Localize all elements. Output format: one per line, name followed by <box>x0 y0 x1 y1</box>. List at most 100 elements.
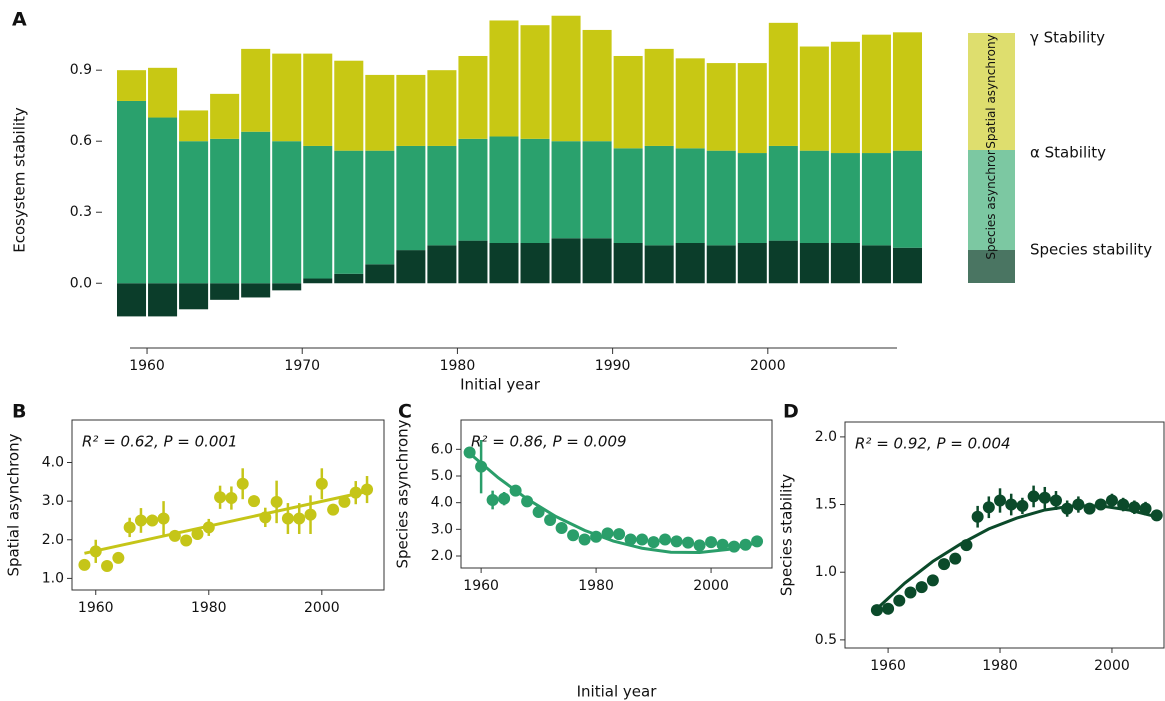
point <box>1061 502 1074 515</box>
point <box>893 594 906 607</box>
point <box>1027 490 1040 503</box>
bar-segment <box>520 138 550 244</box>
bar-segment <box>458 240 488 284</box>
y-axis-title: Species stability <box>778 474 796 596</box>
point <box>78 558 91 571</box>
bar-segment <box>396 145 426 251</box>
point <box>327 503 340 516</box>
point <box>498 492 511 505</box>
point <box>751 535 764 548</box>
point <box>486 494 499 506</box>
bar-segment <box>737 243 767 284</box>
plot-frame <box>460 419 773 569</box>
point <box>971 510 984 523</box>
y-tick-label: 0.5 <box>815 632 837 648</box>
point <box>670 535 683 548</box>
point <box>1049 494 1062 507</box>
bar-segment <box>799 46 829 151</box>
point <box>1139 502 1152 515</box>
bar-segment <box>179 110 209 142</box>
point <box>716 538 729 551</box>
y-axis-title: Spatial asynchrony <box>5 433 23 576</box>
bar-segment <box>861 153 891 246</box>
panel-label: A <box>12 9 27 31</box>
point <box>134 514 147 527</box>
point <box>926 574 939 587</box>
y-tick-label: 1.5 <box>815 497 837 513</box>
bar-segment <box>241 131 271 284</box>
bar-segment <box>241 283 271 298</box>
bar-segment <box>210 93 240 139</box>
bar-segment <box>427 145 457 246</box>
point <box>1094 498 1107 511</box>
bar-segment <box>117 283 147 317</box>
point <box>270 495 283 508</box>
bar-segment <box>582 238 612 284</box>
point <box>601 527 614 540</box>
y-tick-label: 6.0 <box>431 441 453 457</box>
bar-segment <box>768 22 798 146</box>
x-tick-label: 1980 <box>982 658 1018 674</box>
bar-segment <box>675 58 705 149</box>
bar-segment <box>365 150 395 265</box>
bar-segment <box>551 141 581 239</box>
bar-segment <box>706 245 736 284</box>
stability-label: γ Stability <box>1030 29 1105 47</box>
point <box>157 512 170 525</box>
point <box>1105 494 1118 507</box>
plot-frame <box>71 419 385 591</box>
y-tick-label: 3.0 <box>431 521 453 537</box>
bar-segment <box>706 150 736 246</box>
fit-statistics: R² = 0.62, P = 0.001 <box>82 433 238 451</box>
y-tick-label: 0.0 <box>70 275 92 291</box>
point <box>214 491 227 504</box>
point <box>509 484 522 497</box>
bar-segment <box>334 150 364 274</box>
point <box>168 529 181 542</box>
y-tick-label: 5.0 <box>431 468 453 484</box>
fit-line <box>875 504 1158 610</box>
point <box>1117 498 1130 511</box>
bar-segment <box>210 138 240 284</box>
x-tick-label: 1960 <box>463 578 499 594</box>
point <box>281 512 294 525</box>
plot-frame <box>844 421 1165 649</box>
legend-swatch <box>968 150 1015 250</box>
bar-segment <box>489 136 519 244</box>
bar-segment <box>303 145 333 279</box>
y-axis-title: Ecosystem stability <box>11 107 29 253</box>
bar-segment <box>148 283 178 317</box>
y-tick-label: 2.0 <box>431 548 453 564</box>
legend-swatch <box>968 33 1015 150</box>
bar-segment <box>644 245 674 284</box>
x-axis-title: Initial year <box>460 376 541 394</box>
bar-segment <box>489 20 519 137</box>
point <box>1128 501 1141 514</box>
bar-segment <box>675 243 705 284</box>
y-tick-label: 0.3 <box>70 204 92 220</box>
bar-segment <box>861 34 891 154</box>
bar-segment <box>272 141 302 284</box>
y-tick-label: 1.0 <box>815 564 837 580</box>
fit-statistics: R² = 0.92, P = 0.004 <box>855 435 1011 453</box>
bar-segment <box>148 117 178 284</box>
bar-segment <box>117 100 147 284</box>
x-tick-label: 2000 <box>693 578 729 594</box>
bar-segment <box>613 55 643 149</box>
bar-segment <box>520 25 550 139</box>
y-tick-label: 0.9 <box>70 62 92 78</box>
x-tick-label: 1980 <box>191 600 227 616</box>
fit-statistics: R² = 0.86, P = 0.009 <box>471 433 627 451</box>
point <box>904 586 917 599</box>
point <box>555 522 568 534</box>
bar-segment <box>706 63 736 151</box>
point <box>949 552 962 565</box>
x-tick-label: 1990 <box>595 358 631 374</box>
bar-segment <box>272 283 302 291</box>
bar-segment <box>241 48 271 132</box>
point <box>248 495 260 508</box>
y-tick-label: 4.0 <box>42 455 64 471</box>
point <box>590 530 603 543</box>
point <box>349 486 362 499</box>
